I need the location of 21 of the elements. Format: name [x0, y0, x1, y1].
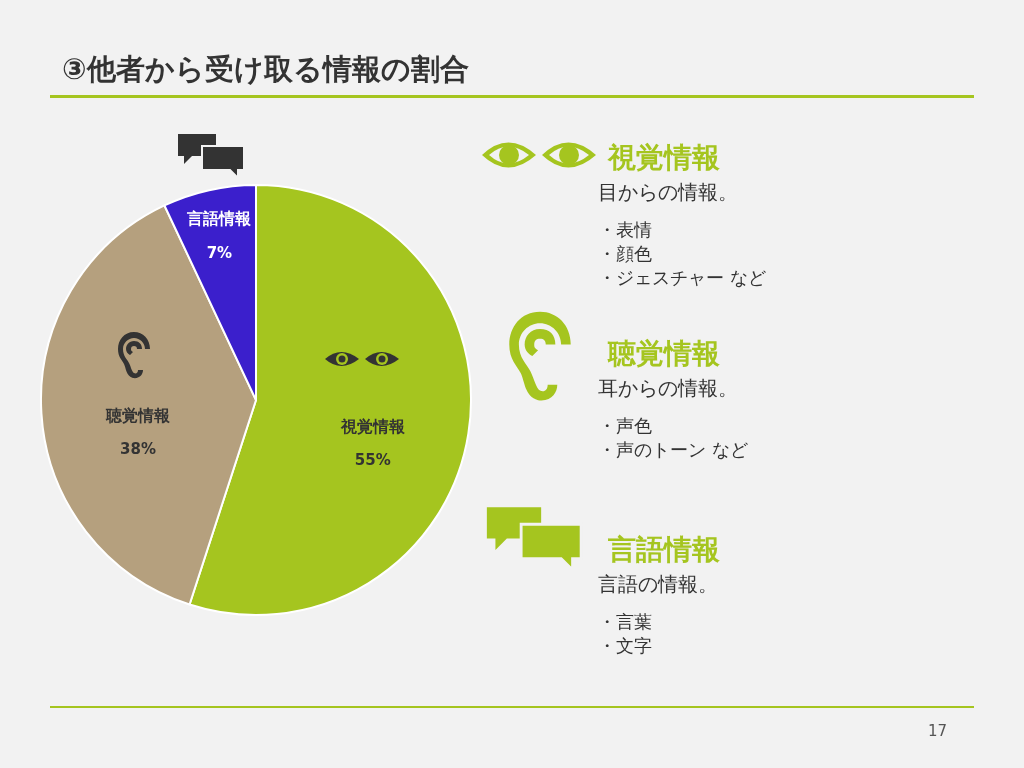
text: ・声色 [598, 414, 653, 438]
slice-label: 言語情報 [186, 209, 253, 229]
data-label: 55% [354, 451, 391, 470]
text: ・声のトーン など [598, 438, 749, 462]
text: 言語情報 [608, 532, 721, 568]
text: 目からの情報。 [598, 179, 739, 206]
text: ・ジェスチャー など [598, 266, 767, 290]
text: ・顔色 [598, 242, 653, 266]
text: ・文字 [598, 634, 653, 658]
text: 聴覚情報 [608, 336, 721, 372]
text: ・表情 [598, 218, 653, 242]
text: 耳からの情報。 [598, 375, 739, 402]
slice-label: 聴覚情報 [104, 405, 171, 425]
text: ・言葉 [598, 610, 653, 634]
text: 17 [928, 722, 948, 740]
slice-label: 視覚情報 [339, 416, 406, 436]
chart-title: ③他者から受け取る情報の割合 [62, 51, 469, 88]
data-label: 38% [120, 440, 156, 459]
data-label: 7% [206, 244, 233, 263]
text: 言語の情報。 [598, 571, 719, 598]
text: 視覚情報 [608, 140, 721, 176]
